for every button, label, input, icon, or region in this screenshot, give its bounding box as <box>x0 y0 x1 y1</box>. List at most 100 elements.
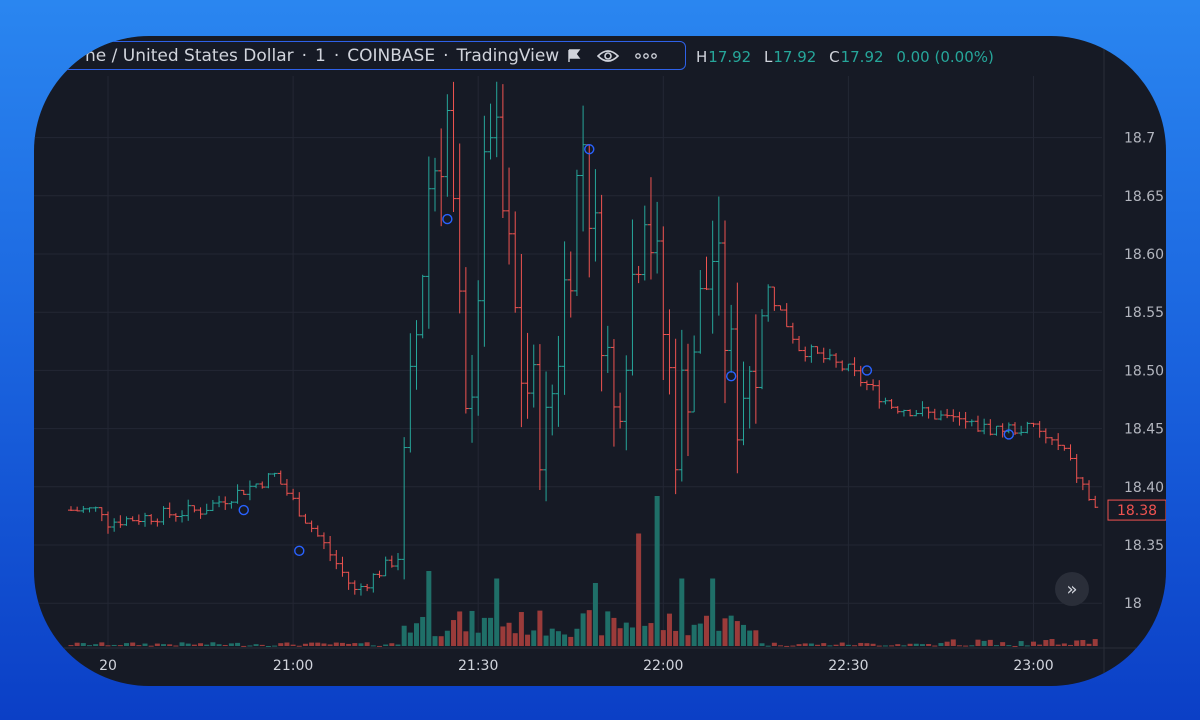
volume-bar <box>136 645 142 647</box>
volume-bar <box>1043 640 1049 646</box>
ohlc-bar <box>191 505 198 513</box>
x-tick-label: 22:00 <box>643 658 683 674</box>
volume-bar <box>389 643 395 646</box>
volume-bar <box>148 645 154 647</box>
ohlc-bar <box>746 366 753 429</box>
volume-bar <box>821 643 827 646</box>
ohlc-bar <box>561 241 568 395</box>
ohlc-bar <box>1086 480 1093 501</box>
volume-bar <box>444 630 450 646</box>
ohlc-bar <box>894 406 901 414</box>
ohlc-bar <box>135 514 142 525</box>
trade-marker <box>1003 429 1015 440</box>
ohlc-bar <box>573 169 580 296</box>
volume-bar <box>1031 641 1036 646</box>
volume-bar <box>1068 644 1074 646</box>
ohlc-bar <box>900 409 907 417</box>
volume-bar <box>981 640 987 646</box>
ohlc-bar <box>339 556 346 577</box>
ohlc-bar <box>555 335 562 427</box>
price-chart[interactable]: 18.7 18.65 18.60 18.55 18.50 18.45 18.40 18.35 1… <box>34 36 1166 686</box>
ohlc-bar <box>1036 421 1043 438</box>
ohlc-bar <box>438 128 445 227</box>
ohlc-bar <box>703 256 710 291</box>
x-tick-label: 23:00 <box>1013 658 1053 674</box>
volume-bar <box>339 642 345 646</box>
high-value: H17.92 <box>696 48 752 66</box>
ohlc-bar <box>919 401 926 417</box>
volume-bar <box>1061 643 1067 646</box>
volume-bar <box>247 645 253 647</box>
ohlc-bar <box>283 479 290 496</box>
ohlc-bar <box>1092 495 1099 508</box>
ohlc-bar <box>931 408 938 420</box>
volume-bar <box>161 644 167 646</box>
ohlc-bar <box>117 515 124 528</box>
ohlc-bar <box>728 304 735 373</box>
volume-bar <box>864 643 870 646</box>
ohlc-bar <box>604 325 611 373</box>
ohlc-bar <box>870 379 877 391</box>
ohlc-bar <box>524 332 531 419</box>
volume-bar <box>574 628 580 646</box>
volume-bar <box>778 645 784 647</box>
ohlc-bar <box>506 167 513 265</box>
ohlc-bar <box>1049 437 1056 445</box>
ohlc-bar <box>203 503 210 515</box>
volume-bar <box>568 636 574 646</box>
ohlc-bar <box>475 280 482 416</box>
ohlc-bar <box>876 380 883 409</box>
ohlc-bar <box>234 484 241 504</box>
trade-marker <box>442 213 453 225</box>
flag-icon[interactable] <box>567 48 581 63</box>
volume-bar <box>117 645 123 647</box>
ohlc-bar <box>647 177 654 280</box>
volume-bar <box>309 642 315 646</box>
volume-bars <box>68 496 1098 647</box>
ohlc-bar <box>660 226 667 380</box>
ohlc-bar <box>154 518 161 527</box>
volume-bar <box>302 643 308 646</box>
y-tick-label: 18.55 <box>1124 305 1164 321</box>
ohlc-bar <box>974 415 981 432</box>
ohlc-bar <box>253 483 260 489</box>
volume-bar <box>93 644 99 646</box>
volume-bar <box>586 610 592 646</box>
ohlc-bar <box>499 84 506 219</box>
volume-bar <box>993 645 999 647</box>
ohlc-bar <box>425 156 432 329</box>
more-icon[interactable] <box>635 52 658 60</box>
ohlc-bar <box>1018 425 1025 436</box>
x-tick-label: 22:30 <box>828 658 868 674</box>
ohlc-bar <box>808 344 815 363</box>
ohlc-bar <box>92 506 99 512</box>
volume-bar <box>130 642 136 646</box>
interval-label[interactable]: 1 <box>315 45 326 66</box>
ohlc-bar <box>789 322 796 344</box>
symbol-legend[interactable]: ne / United States Dollar · 1 · COINBASE… <box>34 41 686 70</box>
ohlc-bar <box>851 357 858 377</box>
ohlc-bar <box>962 411 969 429</box>
ohlc-bar <box>185 499 192 521</box>
ohlc-bar <box>820 347 827 363</box>
volume-bar <box>975 639 981 646</box>
volume-bar <box>290 644 296 646</box>
volume-bar <box>451 620 457 646</box>
ohlc-bar <box>228 501 235 509</box>
volume-bar <box>845 644 851 646</box>
ohlc-bar <box>296 492 303 517</box>
volume-bar <box>432 636 438 646</box>
volume-bar <box>790 645 796 647</box>
volume-bar <box>333 642 339 646</box>
volume-bar <box>235 642 241 646</box>
volume-bar <box>870 643 876 646</box>
volume-bar <box>185 643 191 646</box>
scroll-to-realtime-button[interactable]: » <box>1055 572 1089 606</box>
volume-bar <box>963 645 969 647</box>
ohlc-bar <box>357 583 364 596</box>
double-chevron-right-icon: » <box>1066 578 1078 600</box>
volume-bar <box>154 643 160 646</box>
volume-bar <box>488 617 494 646</box>
eye-icon[interactable] <box>597 49 620 63</box>
symbol-name[interactable]: ne / United States Dollar <box>85 45 294 66</box>
